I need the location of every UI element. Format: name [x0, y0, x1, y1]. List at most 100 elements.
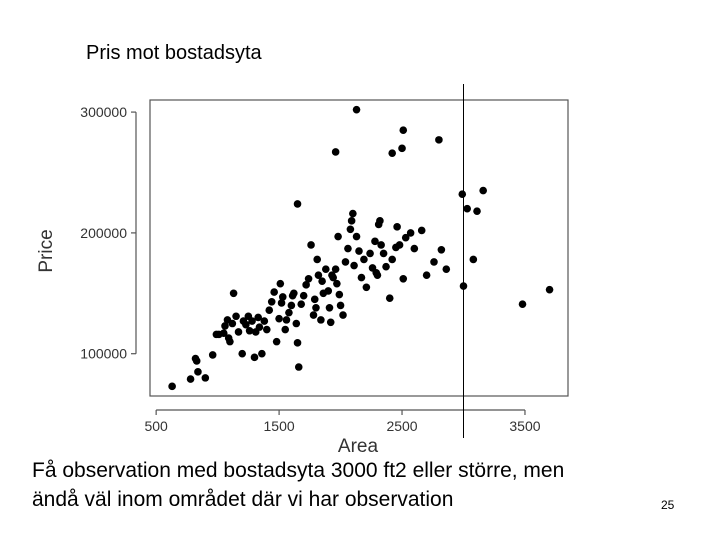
- slide-caption: Få observation med bostadsyta 3000 ft2 e…: [32, 456, 672, 514]
- data-point: [272, 337, 281, 346]
- plot-frame: [149, 99, 569, 397]
- x-tick-label: 2500: [386, 418, 417, 434]
- data-point: [473, 207, 481, 215]
- data-point: [292, 319, 301, 328]
- data-point: [312, 304, 320, 312]
- data-point: [344, 244, 352, 253]
- data-point: [382, 262, 390, 271]
- data-point: [458, 190, 467, 199]
- data-point: [287, 301, 296, 310]
- data-point: [336, 301, 345, 310]
- caption-line-1: Få observation med bostadsyta 3000 ft2 e…: [32, 459, 565, 482]
- data-point: [201, 374, 210, 382]
- data-point: [294, 363, 303, 371]
- data-point: [463, 204, 471, 213]
- data-point: [228, 319, 237, 328]
- data-point: [341, 258, 350, 266]
- data-point: [379, 249, 388, 258]
- data-point: [347, 217, 356, 225]
- x-tick-label: 500: [144, 418, 168, 434]
- data-point: [285, 308, 293, 317]
- data-point: [309, 311, 318, 319]
- data-point: [366, 249, 374, 258]
- data-point: [277, 299, 286, 307]
- data-point: [191, 354, 200, 363]
- data-point: [362, 283, 371, 292]
- data-point: [422, 271, 431, 279]
- data-point: [479, 186, 487, 195]
- data-point: [318, 277, 326, 286]
- data-point: [194, 368, 202, 376]
- data-point: [278, 293, 287, 301]
- data-point: [258, 349, 266, 358]
- data-point: [302, 281, 310, 289]
- data-point: [331, 148, 340, 156]
- data-point: [545, 285, 554, 294]
- y-tick-label: 300000: [80, 104, 127, 120]
- data-point: [401, 233, 410, 242]
- data-point: [399, 126, 408, 135]
- data-point: [349, 209, 357, 218]
- data-point: [254, 313, 262, 322]
- data-point: [329, 273, 337, 282]
- data-point: [219, 329, 228, 337]
- data-point: [352, 232, 361, 241]
- data-point: [350, 261, 358, 270]
- data-point: [331, 265, 340, 273]
- data-point: [325, 304, 334, 312]
- data-point: [388, 255, 396, 264]
- data-point: [304, 275, 313, 283]
- data-point: [410, 244, 419, 253]
- data-point: [186, 375, 195, 383]
- data-point: [276, 279, 285, 288]
- data-point: [310, 295, 319, 304]
- data-point: [437, 246, 446, 254]
- data-point: [307, 241, 315, 249]
- data-point: [395, 241, 404, 249]
- data-point: [293, 200, 302, 208]
- data-point: [373, 271, 382, 279]
- data-point: [168, 382, 176, 391]
- data-point: [322, 265, 330, 273]
- data-point: [324, 287, 333, 295]
- data-point: [245, 326, 254, 335]
- data-point: [299, 291, 308, 300]
- x-axis-label: Area: [338, 436, 379, 457]
- data-point: [234, 328, 243, 336]
- data-point: [518, 300, 527, 308]
- y-axis-label: Price: [36, 229, 57, 272]
- data-point: [208, 351, 217, 359]
- data-point: [314, 271, 323, 279]
- data-point: [229, 289, 238, 298]
- data-point: [232, 312, 240, 321]
- slide-title: Pris mot bostadsyta: [86, 42, 262, 64]
- data-point: [442, 265, 451, 273]
- data-point: [371, 237, 379, 246]
- data-point: [317, 316, 325, 324]
- data-point: [398, 144, 406, 153]
- data-point: [355, 247, 363, 255]
- data-point: [376, 217, 384, 225]
- data-point: [238, 349, 247, 358]
- scatter-chart: 500 1500 2500 3500 Area 100000 200000 300000 Pri…: [36, 84, 569, 457]
- data-point: [352, 105, 361, 114]
- caption-line-2: ändå väl inom området där vi har observa…: [32, 488, 454, 511]
- data-point: [435, 136, 443, 144]
- data-point: [260, 317, 269, 325]
- data-point: [335, 290, 344, 299]
- y-tick-label: 200000: [80, 225, 127, 241]
- data-point: [360, 255, 368, 264]
- data-point: [255, 323, 264, 331]
- data-point: [248, 317, 256, 325]
- data-point: [430, 258, 438, 266]
- data-point: [346, 225, 355, 234]
- data-point: [282, 316, 291, 324]
- data-point: [290, 289, 298, 298]
- data-point: [281, 325, 290, 334]
- data-point: [242, 320, 250, 329]
- data-point: [293, 339, 302, 347]
- x-tick-label: 3500: [509, 418, 540, 434]
- data-point: [357, 273, 366, 282]
- data-point: [388, 149, 396, 157]
- data-point: [297, 300, 306, 308]
